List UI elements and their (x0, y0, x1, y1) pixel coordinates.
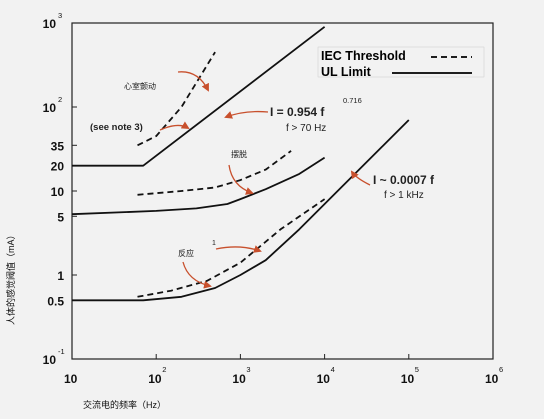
annotation-reaction: 反应 (178, 248, 194, 258)
y-axis-label: 人体的感觉阈值（mA） (5, 230, 16, 325)
x-tick-label: 10 (148, 372, 162, 386)
arrow-formula-ul (224, 110, 269, 119)
annotation-see-note: (see note 3) (90, 122, 143, 133)
series-line-iec-2 (137, 150, 292, 196)
x-tick-label: 10 (64, 372, 78, 386)
y-tick-label: 10 (51, 185, 65, 199)
x-axis-label: 交流电的频率（Hz） (83, 399, 166, 410)
y-tick-label: 1 (57, 269, 64, 283)
x-tick-label: 10 (485, 372, 499, 386)
legend-box (317, 46, 485, 78)
legend: IEC Threshold UL Limit (317, 46, 485, 79)
arrow-formula-high (350, 170, 371, 186)
x-tick-exponent: 5 (415, 365, 419, 374)
arrow-ventricular (177, 71, 209, 92)
y-tick-label: 20 (51, 160, 65, 174)
y-tick-label: 0.5 (47, 294, 64, 308)
arrow-letgo (228, 164, 254, 195)
annotation-formula-ul: I = 0.954 f (270, 105, 325, 119)
x-tick-label: 10 (401, 372, 415, 386)
y-tick-label: 10 (43, 17, 57, 31)
series-layer (71, 26, 410, 302)
formula-ul-condition: f > 70 Hz (286, 123, 326, 134)
series-line-ul-5 (72, 119, 410, 302)
y-tick-exponent: 3 (58, 11, 62, 20)
arrow-see-note (159, 121, 190, 131)
x-tick-exponent: 3 (246, 365, 250, 374)
arrow-note1 (215, 245, 262, 253)
y-tick-exponent: -1 (58, 347, 65, 356)
legend-ul-label: UL Limit (321, 65, 372, 79)
y-tick-label: 35 (51, 139, 65, 153)
series-line-iec-0 (137, 51, 216, 147)
y-tick-exponent: 2 (58, 95, 62, 104)
annotation-ventricular: 心室颤动 (124, 81, 156, 91)
annotation-note1: 1 (212, 240, 216, 247)
series-line-ul-1 (72, 26, 326, 167)
formula-ul-main: I = 0.954 f (270, 105, 325, 119)
x-tick-exponent: 6 (499, 365, 503, 374)
annotation-formula-high: I ~ 0.0007 f (373, 173, 435, 187)
formula-ul-exponent: 0.716 (343, 96, 362, 105)
annotations: 心室颤动 (see note 3) I = 0.954 f 0.716 f > … (90, 71, 435, 289)
annotation-letgo: 摆脱 (231, 149, 247, 159)
x-tick-label: 10 (232, 372, 246, 386)
y-tick-label: 5 (57, 210, 64, 224)
series-line-ul-3 (71, 156, 326, 216)
legend-iec-label: IEC Threshold (321, 49, 406, 63)
x-tick-exponent: 4 (331, 365, 335, 374)
x-tick-exponent: 2 (162, 365, 166, 374)
x-tick-label: 10 (317, 372, 331, 386)
y-tick-label: 10 (43, 101, 57, 115)
y-tick-label: 10 (43, 353, 57, 367)
formula-high-condition: f > 1 kHz (384, 190, 424, 201)
arrow-reaction (182, 261, 212, 289)
series-line-iec-4 (137, 198, 326, 298)
